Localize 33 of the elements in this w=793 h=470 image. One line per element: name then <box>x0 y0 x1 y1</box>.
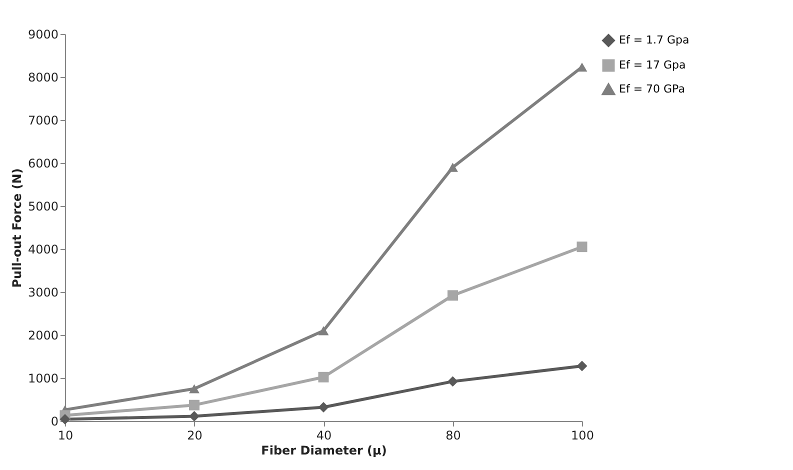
point <box>448 376 458 387</box>
point <box>318 402 329 412</box>
y-tick-label: 8000 <box>28 70 58 84</box>
x-tick-label: 40 <box>316 428 332 442</box>
x-tick-label: 100 <box>571 428 594 442</box>
x-tick-label: 80 <box>446 428 461 442</box>
point <box>189 384 200 394</box>
y-tick-label: 9000 <box>28 28 58 42</box>
y-tick-label: 7000 <box>28 114 58 128</box>
point <box>318 326 329 336</box>
point <box>318 372 329 382</box>
point <box>576 62 588 72</box>
y-tick-label: 2000 <box>28 328 58 342</box>
x-axis-title: Fiber Diameter (µ) <box>261 444 387 458</box>
y-tick-label: 4000 <box>28 242 58 256</box>
y-tick-label: 6000 <box>28 156 58 170</box>
x-tick-label: 20 <box>187 428 202 442</box>
y-tick-label: 0 <box>50 414 58 428</box>
point <box>448 162 458 172</box>
point <box>576 242 588 252</box>
legend-label: Ef = 17 Gpa <box>619 58 686 72</box>
point <box>448 290 458 301</box>
legend-label: Ef = 70 GPa <box>619 82 685 96</box>
y-tick-label: 3000 <box>28 286 58 300</box>
point <box>189 411 200 422</box>
legend-label: Ef = 1.7 Gpa <box>619 34 690 46</box>
y-tick-label: 5000 <box>28 200 58 214</box>
point <box>576 360 588 372</box>
x-tick-label: 10 <box>58 428 74 442</box>
point <box>60 414 70 425</box>
y-axis-title: Pull-out Force (N) <box>10 168 24 288</box>
point <box>189 400 200 410</box>
y-tick-label: 1000 <box>28 372 58 386</box>
